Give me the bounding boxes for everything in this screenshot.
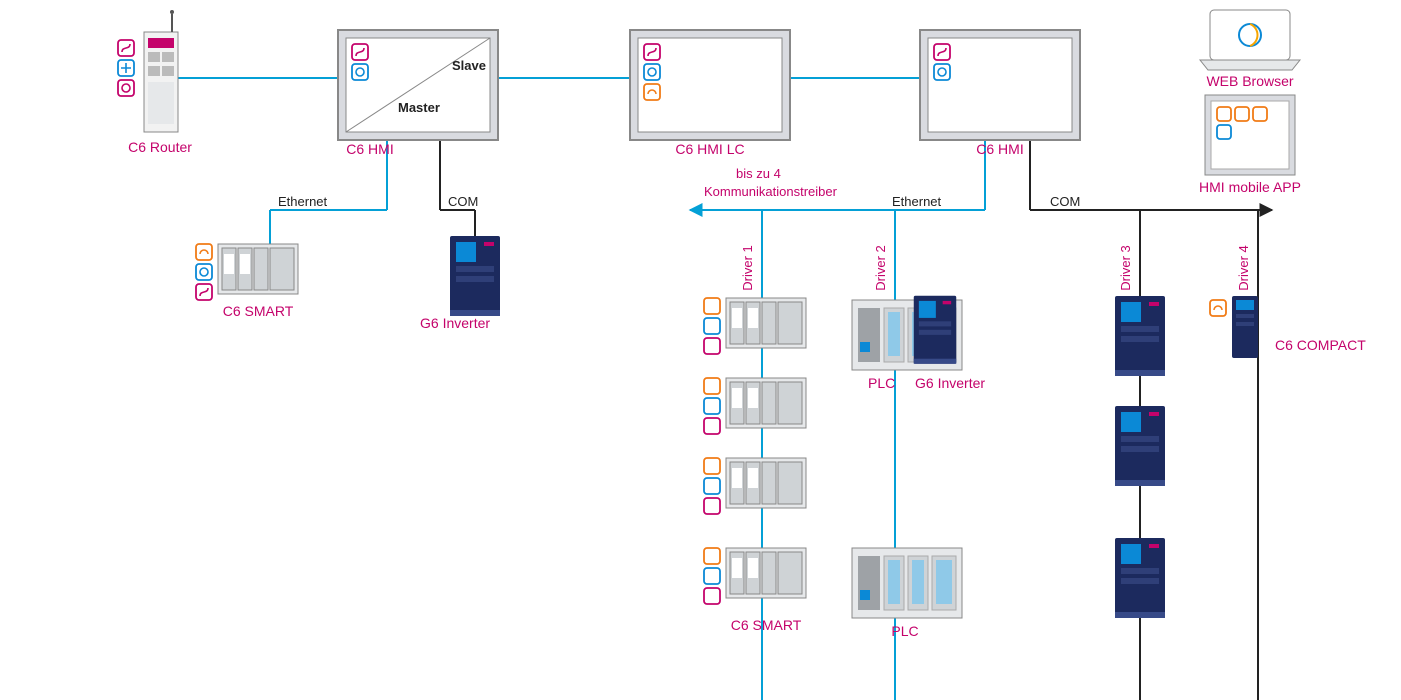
device-c6compact bbox=[1232, 296, 1258, 358]
smart1-badges bbox=[196, 244, 212, 300]
router-badges bbox=[118, 40, 134, 96]
device-mobile-panel bbox=[1205, 95, 1295, 175]
label-drv2: Driver 2 bbox=[873, 245, 888, 291]
label-master: Master bbox=[398, 100, 440, 115]
device-hmi2 bbox=[920, 30, 1080, 140]
device-inv3a bbox=[1115, 296, 1165, 376]
label-g6-2: G6 Inverter bbox=[915, 375, 985, 391]
topology-diagram: C6 Router Slave Master C6 HMI C6 HMI LC … bbox=[0, 0, 1401, 700]
label-hmilc: C6 HMI LC bbox=[675, 141, 744, 157]
label-c6smart2: C6 SMART bbox=[731, 617, 802, 633]
device-g6-1 bbox=[450, 236, 500, 316]
label-eth2: Ethernet bbox=[892, 194, 942, 209]
label-hmi2: C6 HMI bbox=[976, 141, 1023, 157]
label-c6compact: C6 COMPACT bbox=[1275, 337, 1366, 353]
label-drv1: Driver 1 bbox=[740, 245, 755, 291]
label-com2: COM bbox=[1050, 194, 1080, 209]
device-laptop bbox=[1200, 10, 1300, 70]
label-plc1: PLC bbox=[868, 375, 895, 391]
drv1-devices bbox=[704, 298, 806, 604]
device-plc2 bbox=[852, 548, 962, 618]
device-c6smart1 bbox=[218, 244, 298, 294]
label-plc2: PLC bbox=[891, 623, 918, 639]
label-router: C6 Router bbox=[128, 139, 192, 155]
device-inv3c bbox=[1115, 538, 1165, 618]
label-drv4: Driver 4 bbox=[1236, 245, 1251, 291]
label-slave: Slave bbox=[452, 58, 486, 73]
label-web: WEB Browser bbox=[1206, 73, 1293, 89]
label-komm: Kommunikationstreiber bbox=[704, 184, 838, 199]
device-router bbox=[144, 10, 178, 132]
label-c6smart1: C6 SMART bbox=[223, 303, 294, 319]
label-g6-1: G6 Inverter bbox=[420, 315, 490, 331]
label-com1: COM bbox=[448, 194, 478, 209]
device-hmilc bbox=[630, 30, 790, 140]
label-mobile: HMI mobile APP bbox=[1199, 179, 1301, 195]
device-inv3b bbox=[1115, 406, 1165, 486]
label-bis4: bis zu 4 bbox=[736, 166, 781, 181]
label-eth1: Ethernet bbox=[278, 194, 328, 209]
label-drv3: Driver 3 bbox=[1118, 245, 1133, 291]
device-g6-2 bbox=[914, 296, 957, 364]
compact-badge bbox=[1210, 300, 1226, 316]
label-hmi1: C6 HMI bbox=[346, 141, 393, 157]
